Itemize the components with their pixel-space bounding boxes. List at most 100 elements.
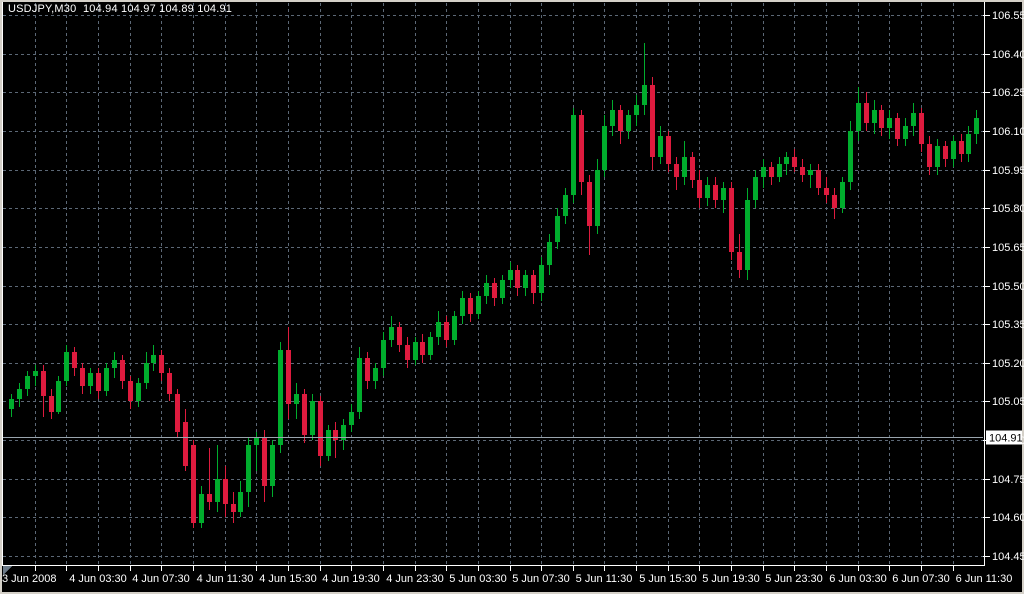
bid-price-tag: 104.91 (986, 430, 1023, 445)
candle-body (745, 200, 750, 270)
candle-body (895, 118, 900, 139)
candle-body (238, 492, 243, 512)
candle-body (17, 389, 22, 399)
price-axis-label: 105.65 (992, 242, 1024, 254)
candle-body (112, 360, 117, 368)
candle-body (420, 342, 425, 355)
bid-price-tag-box (986, 430, 1022, 445)
candle-body (151, 355, 156, 363)
candle-body (555, 216, 560, 242)
candle-body (595, 170, 600, 226)
time-axis-label: 4 Jun 07:30 (132, 573, 190, 585)
candle-body (784, 157, 789, 164)
candle-body (64, 352, 69, 381)
candle-body (72, 352, 77, 368)
candle-body (452, 316, 457, 340)
candle-body (476, 296, 481, 314)
candle-body (824, 188, 829, 195)
candle-body (444, 322, 449, 340)
candle-body (492, 283, 497, 298)
price-axis-label: 106.25 (992, 87, 1024, 99)
candle-body (500, 280, 505, 298)
candle-body (959, 141, 964, 154)
candle-body (587, 182, 592, 226)
candle-body (88, 373, 93, 386)
price-axis-label: 105.35 (992, 319, 1024, 331)
candle-body (903, 126, 908, 139)
candle-body (357, 358, 362, 412)
candle-body (642, 85, 647, 105)
candle-body (919, 113, 924, 144)
candle-body (223, 479, 228, 504)
time-axis-label: 5 Jun 07:30 (512, 573, 570, 585)
candle-body (318, 401, 323, 456)
time-axis-label: 5 Jun 19:30 (702, 573, 760, 585)
price-axis-label: 104.75 (992, 474, 1024, 486)
candle-body (800, 167, 805, 175)
candle-body (634, 105, 639, 115)
candle-body (887, 118, 892, 128)
candle-body (508, 270, 513, 280)
candle-body (721, 188, 726, 200)
price-axis-label: 105.05 (992, 396, 1024, 408)
candle-body (618, 110, 623, 131)
time-axis-label: 5 Jun 11:30 (576, 573, 633, 585)
candle-body (666, 136, 671, 164)
candle-body (128, 381, 133, 401)
candle-body (341, 425, 346, 440)
axis-frame-layer (2, 2, 985, 575)
candle-body (951, 141, 956, 159)
candles-layer (9, 43, 979, 528)
candle-body (231, 504, 236, 512)
candle-body (120, 360, 125, 381)
candle-body (705, 185, 710, 198)
candle-body (183, 422, 188, 466)
time-axis[interactable]: 3 Jun 2008 4 Jun 03:30 4 Jun 07:30 4 Jun 11… (2, 566, 1012, 585)
candle-body (935, 146, 940, 167)
candle-body (436, 322, 441, 337)
grid-layer (3, 3, 983, 565)
candle-body (484, 283, 489, 296)
candle-body (864, 103, 869, 123)
candle-body (769, 167, 774, 177)
candle-body (270, 445, 275, 486)
price-axis-label: 106.55 (992, 10, 1024, 22)
candle-body (49, 396, 54, 412)
candle-body (104, 368, 109, 391)
candle-body (25, 376, 30, 389)
candle-body (397, 327, 402, 345)
candle-body (579, 115, 584, 182)
candle-body (215, 479, 220, 502)
candle-body (294, 394, 299, 404)
candle-body (761, 167, 766, 177)
candle-body (9, 399, 14, 409)
candle-body (278, 350, 283, 445)
candle-body (713, 185, 718, 200)
candle-body (262, 437, 267, 486)
price-axis[interactable]: 106.55 106.40 106.25 106.10 105.95 105.80 105.… (983, 10, 1024, 563)
time-axis-label: 6 Jun 07:30 (892, 573, 950, 585)
candle-body (563, 195, 568, 216)
candle-body (515, 270, 520, 288)
candle-body (175, 394, 180, 432)
candle-body (199, 494, 204, 523)
candle-body (816, 170, 821, 188)
chart-symbol-title: USDJPY,M30 104.94 104.97 104.89 104.91 (8, 3, 233, 15)
candle-body (848, 131, 853, 182)
time-axis-label: 5 Jun 03:30 (449, 573, 507, 585)
candle-body (349, 412, 354, 425)
bid-price-tag-label: 104.91 (989, 433, 1023, 445)
candle-body (413, 342, 418, 360)
candle-body (777, 164, 782, 177)
price-axis-label: 106.10 (992, 126, 1024, 138)
candle-body (136, 383, 141, 401)
candle-body (144, 363, 149, 383)
candle-body (41, 371, 46, 396)
time-axis-label: 4 Jun 11:30 (197, 573, 254, 585)
candle-body (33, 371, 38, 376)
candle-body (682, 157, 687, 177)
candle-body (389, 327, 394, 340)
price-axis-label: 104.45 (992, 551, 1024, 563)
price-axis-label: 105.95 (992, 165, 1024, 177)
